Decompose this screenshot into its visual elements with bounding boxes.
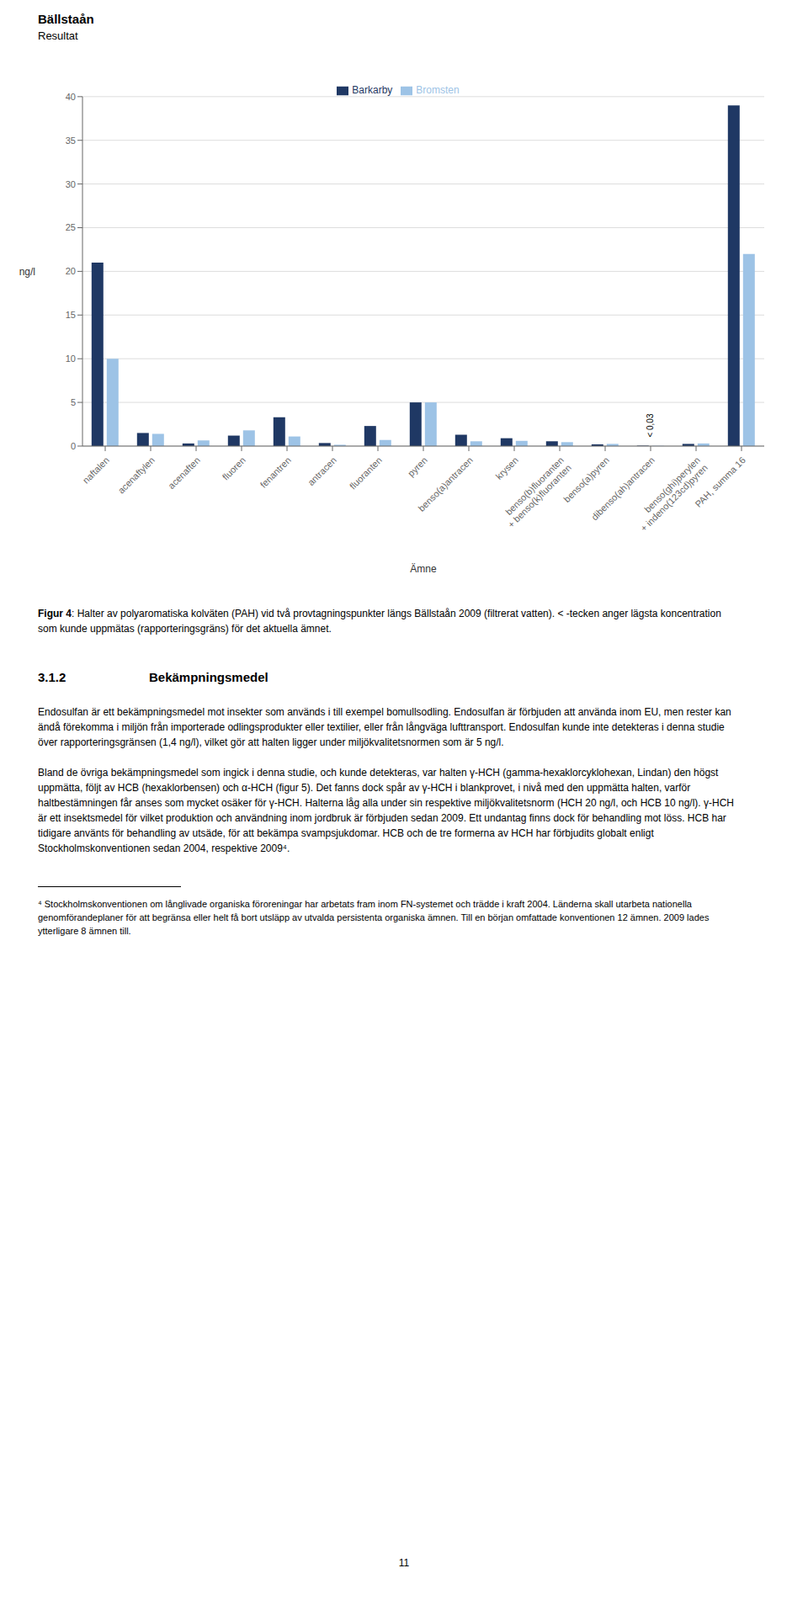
html-text:Bällstaån: Bällstaån xyxy=(37,11,95,27)
svg-text:20: 20 xyxy=(65,265,76,277)
html-text:⁴ Stockholmskonventionen om lå: ⁴ Stockholmskonventionen om långlivade o… xyxy=(37,898,710,936)
html-text:Bland de övriga bekämpningsmed: Bland de övriga bekämpningsmedel som ing… xyxy=(37,766,734,855)
svg-text:15: 15 xyxy=(65,309,76,320)
svg-text:fluoren: fluoren xyxy=(220,454,248,482)
html-text:Bekämpningsmedel: Bekämpningsmedel xyxy=(148,669,269,685)
html-text:3.1.2: 3.1.2 xyxy=(37,669,66,685)
svg-text:ng/l: ng/l xyxy=(19,265,36,278)
svg-text:Ämne: Ämne xyxy=(409,563,437,575)
html-text:Figur 4: Halter av polyaromati: Figur 4: Halter av polyaromatiska kolvät… xyxy=(37,607,722,635)
svg-text:acenaften: acenaften xyxy=(165,454,202,491)
svg-text:PAH, summa 16: PAH, summa 16 xyxy=(692,454,748,510)
svg-text:35: 35 xyxy=(65,135,76,146)
svg-text:benso(ghi)perylen+ indeno(123c: benso(ghi)perylen+ indeno(123cd)pyren xyxy=(631,454,710,533)
svg-text:antracen: antracen xyxy=(305,454,339,488)
svg-text:benso(b)fluoranten+ benso(k)fl: benso(b)fluoranten+ benso(k)fluoranten xyxy=(498,454,574,530)
svg-text:40: 40 xyxy=(65,91,76,102)
svg-text:5: 5 xyxy=(70,397,76,408)
html-text:Bromsten: Bromsten xyxy=(416,84,460,96)
html-text:11: 11 xyxy=(398,1557,410,1569)
html-text:Resultat: Resultat xyxy=(37,29,79,43)
svg-text:25: 25 xyxy=(65,222,76,233)
svg-text:30: 30 xyxy=(65,179,76,190)
svg-text:< 0,03: < 0,03 xyxy=(646,413,656,438)
svg-text:pyren: pyren xyxy=(405,454,430,479)
svg-text:acenaftylen: acenaftylen xyxy=(116,454,157,495)
svg-text:10: 10 xyxy=(65,353,76,364)
svg-text:fenantren: fenantren xyxy=(258,454,293,490)
html-text:Endosulfan är ett bekämpningsm: Endosulfan är ett bekämpningsmedel mot i… xyxy=(37,706,732,749)
svg-text:fluoranten: fluoranten xyxy=(347,454,384,491)
svg-text:krysen: krysen xyxy=(494,454,521,481)
svg-text:0: 0 xyxy=(70,441,76,452)
svg-text:benso(a)pyren: benso(a)pyren xyxy=(561,454,612,505)
svg-text:dibenso(ah)antracen: dibenso(ah)antracen xyxy=(589,454,657,523)
svg-text:benso(a)antracen: benso(a)antracen xyxy=(415,454,474,513)
html-text:Barkarby: Barkarby xyxy=(352,84,393,96)
svg-text:naftalen: naftalen xyxy=(80,454,112,485)
